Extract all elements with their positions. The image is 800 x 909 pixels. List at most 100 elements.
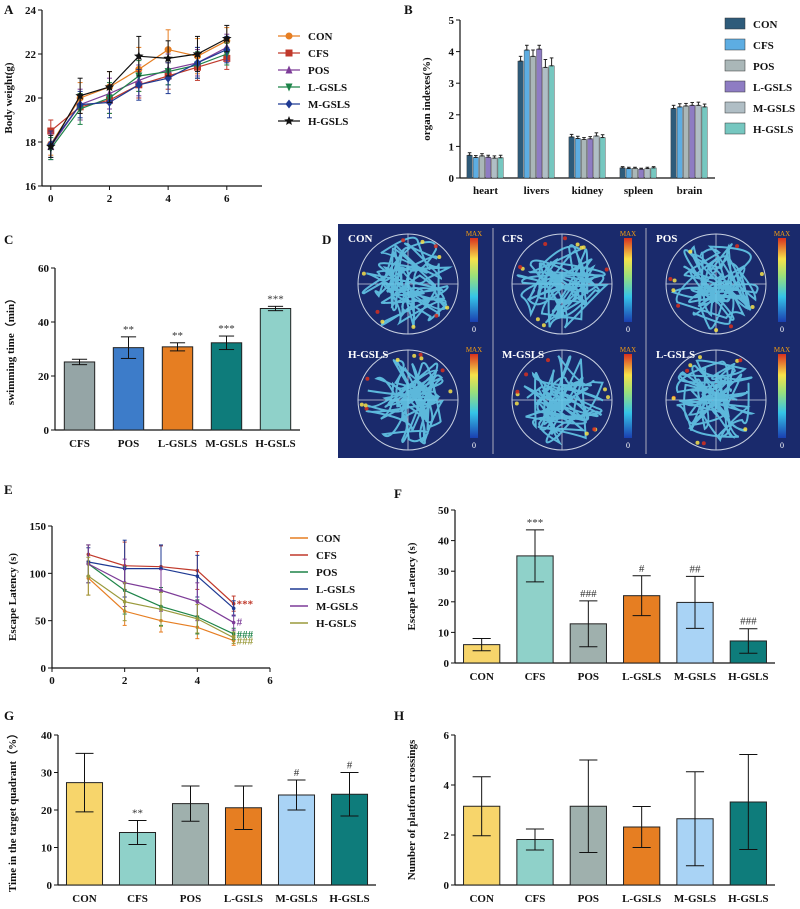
- y-tick-label: 60: [38, 263, 50, 275]
- heat-spot: [440, 368, 445, 373]
- chart-c: 0 20 40 60 swimming time（min） CFS POS ** L-GSLS *…: [4, 263, 300, 450]
- heat-spot: [401, 238, 406, 243]
- y-tick-label: 30: [41, 768, 53, 780]
- bar: [632, 168, 638, 179]
- x-tick-label: H-GSLS: [728, 893, 768, 905]
- heat-spot: [375, 309, 380, 314]
- heat-spot: [581, 245, 586, 250]
- y-tick-label: 2: [444, 830, 450, 842]
- legend-label: CFS: [308, 48, 329, 60]
- legend-label: CON: [316, 533, 341, 545]
- chart-b: 0 1 2 3 4 5 organ indexes(%) heart livers kidney s…: [421, 15, 795, 197]
- y-axis-label: organ indexes(%): [421, 57, 433, 141]
- heat-spot: [380, 319, 385, 324]
- y-tick-label: 0: [444, 880, 450, 892]
- heat-spot: [524, 372, 529, 377]
- colorbar-max-label: MAX: [620, 346, 636, 354]
- x-tick-label: 6: [267, 675, 273, 687]
- bar: [689, 105, 696, 179]
- y-tick-label: 2: [449, 110, 455, 122]
- y-tick-label: 50: [35, 616, 47, 628]
- bar: [517, 60, 524, 179]
- colorbar-max-label: MAX: [466, 230, 482, 238]
- x-tick-label: 0: [49, 675, 55, 687]
- y-tick-label: 10: [41, 843, 53, 855]
- y-tick-label: 1: [449, 141, 455, 153]
- legend-label: CON: [753, 19, 778, 31]
- tile-label: CON: [348, 233, 373, 245]
- data-point: [46, 141, 56, 151]
- bar: [593, 135, 600, 179]
- data-point: [135, 80, 143, 90]
- chart-h: 0 2 4 6 Number of platform crossings CON CFS PO…: [406, 730, 775, 905]
- colorbar: [470, 238, 478, 322]
- colorbar-min-label: 0: [780, 325, 784, 334]
- heat-spot: [606, 395, 610, 400]
- significance-label: ***: [267, 293, 284, 305]
- data-point: [75, 90, 85, 100]
- heat-spot: [412, 353, 417, 358]
- heat-spot: [445, 305, 450, 310]
- bar: [568, 136, 575, 179]
- heat-spot: [563, 236, 567, 241]
- x-tick-label: CON: [72, 893, 97, 905]
- x-tick-label: livers: [524, 185, 550, 197]
- data-point: [285, 99, 293, 109]
- panel-label-h: H: [394, 708, 405, 723]
- legend-swatch: [724, 122, 746, 135]
- bar: [638, 168, 645, 179]
- heat-spot: [688, 363, 693, 368]
- heat-spot: [738, 358, 743, 363]
- significance-label: ###: [580, 588, 597, 600]
- panel-label-b: B: [404, 2, 413, 17]
- legend-label: M-GSLS: [316, 601, 358, 613]
- bar: [497, 157, 504, 179]
- bar: [491, 157, 498, 179]
- x-tick-label: POS: [578, 671, 599, 683]
- panel-label-d: D: [322, 232, 332, 247]
- legend-label: H-GSLS: [308, 116, 348, 128]
- bar: [536, 48, 543, 179]
- heat-spot: [514, 401, 519, 406]
- y-axis-label: swimming time（min）: [4, 293, 17, 405]
- x-tick-label: L-GSLS: [622, 671, 661, 683]
- colorbar-max-label: MAX: [620, 230, 636, 238]
- legend-label: CFS: [316, 550, 337, 562]
- colorbar-min-label: 0: [626, 441, 630, 450]
- x-tick-label: brain: [677, 185, 703, 197]
- significance-label: #: [294, 767, 300, 779]
- trajectory-path: [365, 359, 445, 445]
- colorbar-min-label: 0: [472, 325, 476, 334]
- heat-spot: [364, 406, 369, 411]
- y-tick-label: 100: [30, 568, 47, 580]
- bar: [701, 106, 708, 179]
- legend-label: POS: [308, 65, 329, 77]
- significance-label: **: [123, 324, 134, 336]
- heat-spot: [743, 427, 748, 432]
- heat-spot: [515, 389, 520, 394]
- colorbar: [624, 354, 632, 438]
- significance-label: ***: [527, 517, 544, 529]
- heat-spot: [701, 441, 706, 446]
- data-point: [285, 32, 293, 40]
- bar: [574, 138, 581, 179]
- y-tick-label: 20: [438, 597, 450, 609]
- heat-spot: [592, 427, 597, 432]
- x-tick-label: L-GSLS: [622, 893, 661, 905]
- y-tick-label: 150: [30, 521, 47, 533]
- legend-swatch: [724, 38, 746, 51]
- panel-label-e: E: [4, 482, 13, 497]
- data-point: [86, 574, 91, 578]
- tile-label: CFS: [502, 233, 523, 245]
- heat-spot: [668, 277, 673, 281]
- x-tick-label: POS: [578, 893, 599, 905]
- heat-spot: [676, 303, 681, 308]
- chart-g: 0 10 20 30 40 Time in the target quadrant（%） C…: [6, 728, 376, 905]
- trajectory-path: [361, 236, 453, 328]
- y-tick-label: 50: [438, 505, 450, 517]
- heat-spot: [759, 272, 764, 276]
- heat-spot: [604, 267, 609, 272]
- heat-spot: [411, 324, 416, 329]
- tile-label: M-GSLS: [502, 349, 544, 361]
